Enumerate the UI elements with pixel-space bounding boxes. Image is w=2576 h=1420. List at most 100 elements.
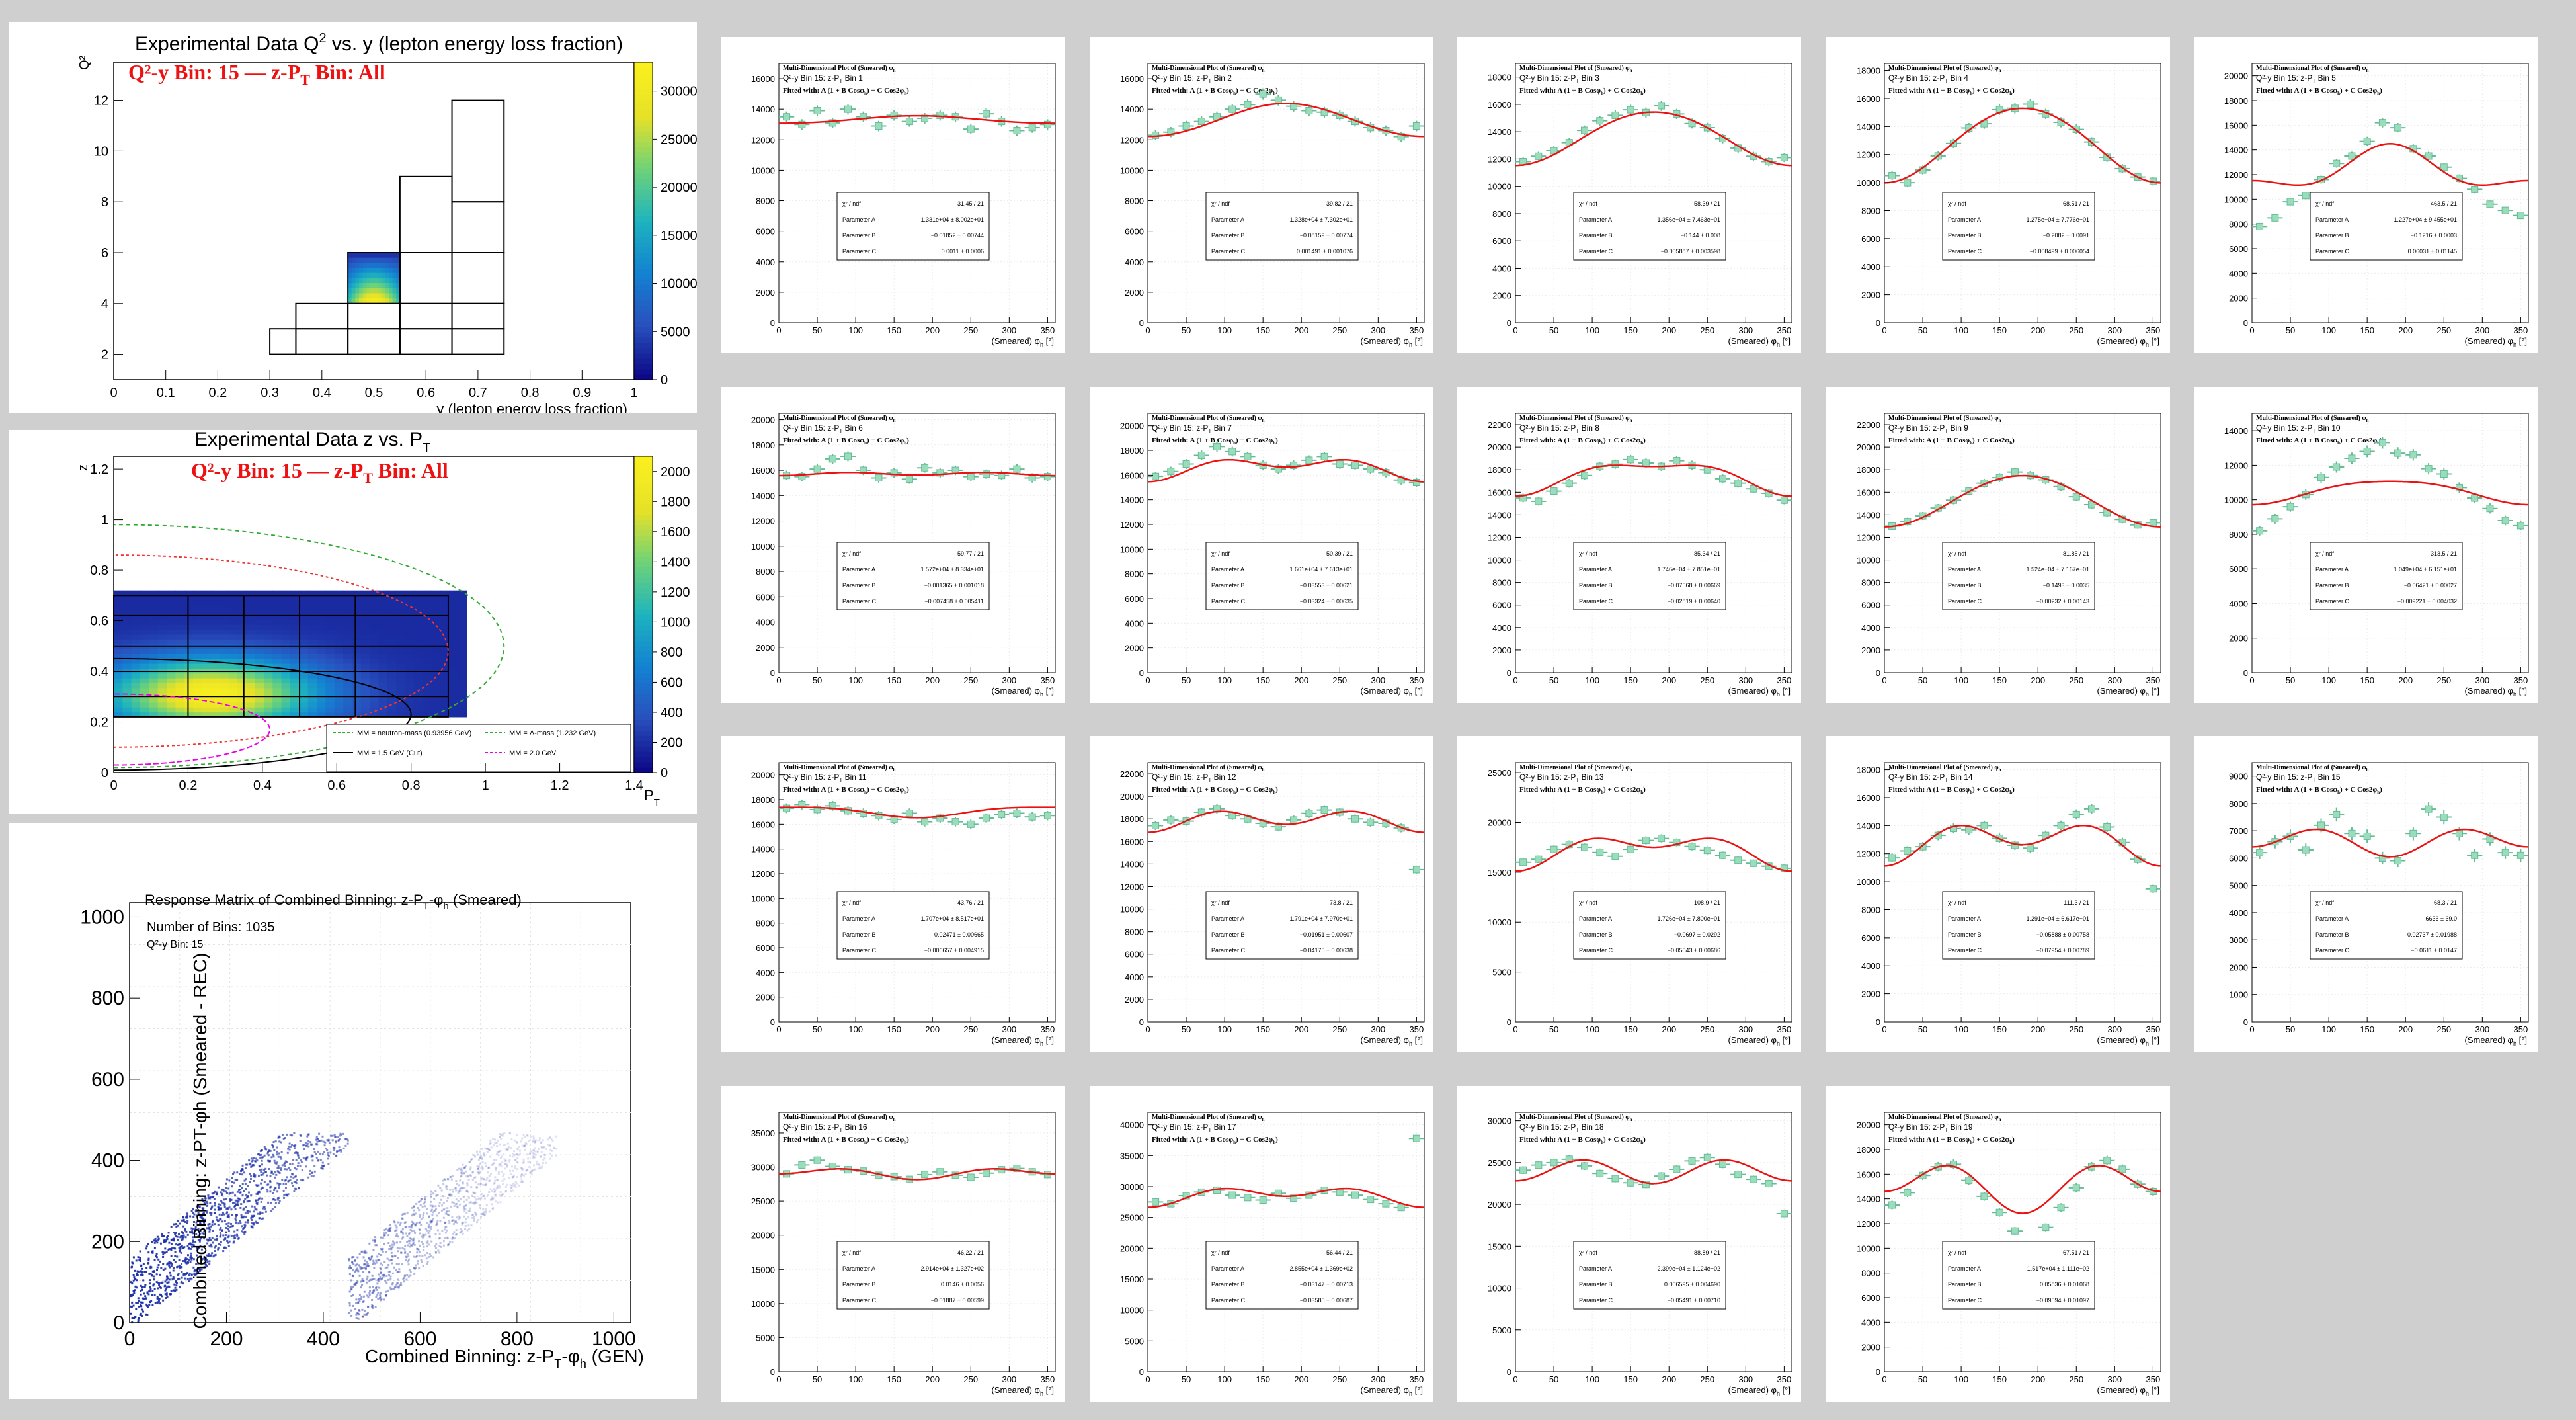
fit-y-tick-label: 0 (770, 318, 775, 328)
z-pt-heat-cell (458, 707, 467, 713)
response-point (186, 1261, 189, 1263)
fit-data-point (1367, 465, 1375, 473)
response-point (515, 1141, 518, 1144)
z-pt-heat-cell (307, 683, 317, 689)
z-pt-heat-cell (413, 673, 423, 679)
response-point (274, 1176, 277, 1179)
response-point (414, 1224, 417, 1226)
response-point (201, 1257, 204, 1260)
response-point (149, 1267, 152, 1270)
response-point (276, 1150, 278, 1153)
z-pt-heat-cell (167, 653, 177, 659)
response-point (214, 1238, 216, 1241)
response-point (198, 1205, 201, 1208)
fit-x-tick-label: 50 (813, 675, 822, 685)
z-pt-heat-cell (334, 639, 344, 645)
response-point (480, 1216, 483, 1219)
response-point (220, 1207, 223, 1210)
response-point (391, 1246, 394, 1249)
response-point (534, 1150, 536, 1153)
response-point (390, 1248, 393, 1251)
response-point (178, 1247, 181, 1249)
fit-y-tick-label: 20000 (1488, 442, 1511, 452)
fit-stats-value: 39.82 / 21 (1326, 200, 1353, 207)
z-pt-heat-cell (281, 653, 291, 659)
response-point (181, 1239, 183, 1241)
response-point (360, 1298, 362, 1300)
fit-data-point (1244, 101, 1252, 108)
z-pt-heat-cell (299, 692, 309, 698)
z-pt-heat-cell (378, 678, 388, 683)
response-point (316, 1143, 319, 1146)
response-point (294, 1167, 296, 1169)
response-point (163, 1251, 166, 1254)
fit-data-point (2501, 206, 2509, 214)
z-pt-heat-cell (378, 610, 388, 616)
response-point (180, 1235, 182, 1237)
q2-y-heat-cell (378, 272, 382, 278)
response-point (244, 1212, 247, 1214)
response-point (543, 1153, 546, 1156)
z-pt-heat-cell (210, 610, 220, 616)
z-pt-heat-cell (140, 619, 150, 625)
response-point (131, 1317, 134, 1319)
fit-y-tick-label: 2000 (756, 643, 775, 653)
response-point (435, 1251, 438, 1254)
response-point (442, 1216, 445, 1219)
response-point (172, 1269, 175, 1272)
q2-y-colorbar-segment (634, 237, 653, 243)
z-pt-heat-cell (220, 634, 229, 640)
response-point (202, 1207, 205, 1210)
z-pt-heat-cell (449, 683, 459, 689)
z-pt-heat-cell (343, 614, 353, 620)
fit-stats-value: 81.85 / 21 (2063, 550, 2089, 557)
response-point (518, 1149, 521, 1152)
z-pt-heat-cell (272, 692, 282, 698)
z-pt-heat-cell (228, 697, 238, 703)
response-point (324, 1141, 327, 1144)
response-point (136, 1273, 138, 1275)
response-point (366, 1263, 369, 1265)
response-point (278, 1187, 280, 1189)
response-point (469, 1201, 472, 1204)
z-pt-heat-cell (449, 590, 459, 596)
response-point (539, 1137, 542, 1140)
response-point (405, 1259, 407, 1261)
response-point (310, 1155, 313, 1158)
response-point (264, 1210, 267, 1213)
z-pt-heat-cell (263, 658, 273, 664)
response-point (387, 1230, 390, 1232)
response-point (199, 1222, 202, 1225)
z-pt-heat-cell (343, 707, 353, 713)
response-point (356, 1263, 358, 1266)
q2-y-heat-cell (370, 278, 375, 284)
response-point (261, 1159, 263, 1162)
fit-stats-value: 85.34 / 21 (1694, 550, 1720, 557)
z-pt-heat-cell (246, 697, 256, 703)
response-point (173, 1259, 175, 1261)
z-pt-heat-cell (449, 702, 459, 708)
response-point (377, 1292, 380, 1294)
response-point (179, 1236, 182, 1239)
z-pt-heat-cell (281, 590, 291, 596)
q2-y-colorbar-segment (634, 136, 653, 142)
response-point (219, 1228, 221, 1231)
z-pt-heat-cell (423, 653, 432, 659)
z-pt-heat-cell (423, 614, 432, 620)
fit-data-point (1213, 442, 1221, 450)
z-pt-heat-cell (431, 683, 441, 689)
response-point (194, 1241, 197, 1243)
z-pt-colorbar-segment (634, 456, 653, 462)
response-point (483, 1197, 486, 1200)
response-point (406, 1212, 409, 1214)
q2-y-heat-cell (359, 257, 364, 263)
z-pt-colorbar-segment (634, 646, 653, 652)
z-pt-heat-cell (167, 673, 177, 679)
fit-xlabel: (Smeared) φh [°] (991, 686, 1054, 698)
response-point (437, 1249, 440, 1252)
q2-y-heat-cell (366, 283, 371, 289)
response-point (497, 1154, 500, 1157)
q2-y-heat-cell (362, 268, 367, 274)
fit-data-point (2363, 138, 2371, 146)
z-pt-heat-cell (431, 687, 441, 693)
